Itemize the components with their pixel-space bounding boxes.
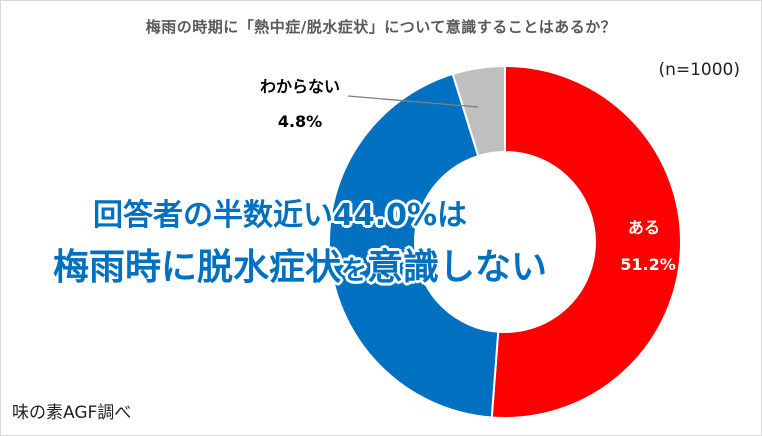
data-label-value-wakaranai: 4.8% (278, 112, 322, 131)
headline-line-2-part-c: 意識しない (367, 247, 548, 288)
leader-line (347, 95, 479, 108)
headline-line-2: 梅雨時に脱水症状を意識しない (0, 238, 600, 290)
data-label-value-aru: 51.2% (620, 255, 676, 274)
donut-slice-nai (328, 72, 500, 419)
headline-line-1: 回答者の半数近い44.0%は (92, 198, 468, 233)
source-note: 味の素AGF調べ (12, 403, 132, 423)
donut-slice-wakaranai (451, 64, 506, 158)
headline-line-2-part-a: 梅雨時に脱水症状 (52, 247, 341, 288)
data-label-name-wakaranai: わからない (260, 77, 340, 96)
headline-line-2-part-b: を (340, 256, 367, 286)
sample-size-label: (n=1000) (658, 60, 740, 80)
data-label-name-aru: ある (628, 218, 660, 237)
donut-slice-aru (490, 64, 682, 419)
chart-title: 梅雨の時期に「熱中症/脱水症状」について意識することはあるか？ (145, 18, 617, 36)
